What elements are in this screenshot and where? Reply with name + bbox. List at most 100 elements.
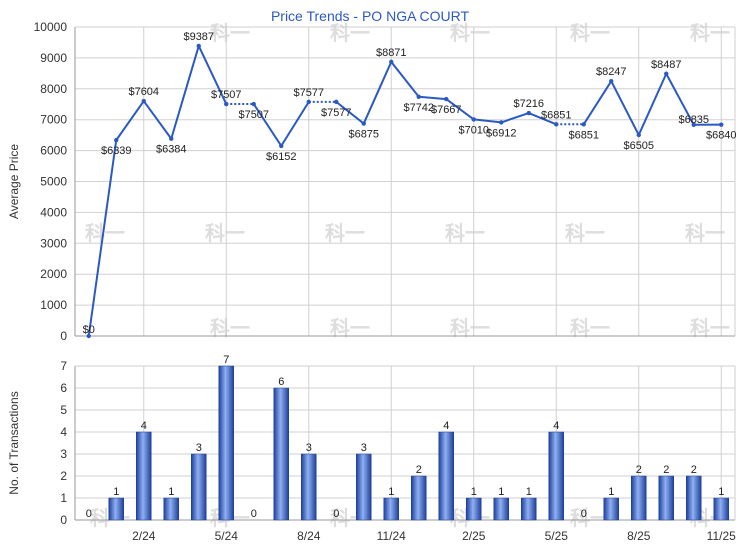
bar-value-label-23: 1 (718, 486, 724, 498)
line-point-11 (389, 60, 393, 64)
line-point-1 (114, 138, 118, 142)
chart-title: Price Trends - PO NGA COURT (271, 8, 470, 24)
bar-2 (136, 432, 151, 520)
line-point-13 (444, 97, 448, 101)
line-point-14 (472, 117, 476, 121)
line-segment-15 (501, 113, 529, 122)
line-data-label-15: $6912 (486, 127, 517, 139)
line-data-label-4: $9387 (183, 31, 214, 43)
line-point-23 (719, 122, 723, 126)
line-data-label-5: $7507 (211, 89, 242, 101)
bar-value-label-22: 2 (691, 464, 697, 476)
bar-xtick-label-2: 8/24 (297, 529, 321, 543)
bar-xtick-label-7: 11/25 (707, 529, 736, 543)
line-data-label-0: $0 (83, 324, 95, 336)
watermark-7: 科一 (325, 221, 365, 245)
line-data-label-11: $8871 (376, 47, 407, 59)
bar-value-label-0: 0 (86, 508, 92, 520)
line-data-label-13: $7667 (431, 104, 462, 116)
line-point-12 (417, 95, 421, 99)
line-data-label-12: $7742 (403, 102, 434, 114)
line-data-label-8: $7577 (293, 87, 324, 99)
line-data-label-19: $8247 (596, 66, 627, 78)
line-point-20 (637, 133, 641, 137)
line-ytick-label-4: 4000 (40, 205, 67, 219)
bar-11 (384, 498, 399, 520)
line-ytick-label-8: 8000 (40, 82, 67, 96)
bar-3 (164, 498, 179, 520)
line-point-8 (307, 100, 311, 104)
line-point-5 (224, 102, 228, 106)
line-ytick-label-0: 0 (60, 329, 67, 343)
line-ytick-label-7: 7000 (40, 113, 67, 127)
watermark-2: 科一 (450, 21, 490, 45)
bar-xtick-label-6: 8/25 (627, 529, 651, 543)
bar-value-label-3: 1 (168, 486, 174, 498)
bar-ytick-label-1: 1 (60, 491, 67, 505)
line-point-19 (609, 79, 613, 83)
bar-4 (191, 454, 206, 520)
line-point-3 (169, 137, 173, 141)
line-data-label-18: $6851 (568, 129, 599, 141)
bar-15 (494, 498, 509, 520)
bar-value-label-13: 4 (443, 420, 449, 432)
bar-value-label-9: 0 (333, 508, 339, 520)
bar-xtick-label-3: 11/24 (377, 529, 406, 543)
line-point-17 (554, 122, 558, 126)
bar-value-label-16: 1 (526, 486, 532, 498)
line-point-18 (582, 122, 586, 126)
bar-ytick-label-3: 3 (60, 447, 67, 461)
line-segment-1 (116, 101, 144, 140)
line-point-4 (197, 44, 201, 48)
bar-10 (356, 454, 371, 520)
line-segment-11 (391, 62, 419, 97)
bar-ytick-label-0: 0 (60, 513, 67, 527)
watermark-10: 科一 (685, 221, 725, 245)
line-ytick-label-5: 5000 (40, 175, 67, 189)
bar-value-label-15: 1 (498, 486, 504, 498)
line-data-label-16: $7216 (513, 98, 544, 110)
bar-value-label-6: 0 (251, 508, 257, 520)
bar-value-label-2: 4 (141, 420, 147, 432)
bar-value-label-20: 2 (636, 464, 642, 476)
bar-23 (714, 498, 729, 520)
line-data-label-17: $6851 (541, 109, 572, 121)
bar-13 (439, 432, 454, 520)
bar-xtick-label-5: 5/25 (545, 529, 569, 543)
line-data-label-14: $7010 (458, 124, 489, 136)
line-segment-20 (639, 74, 667, 135)
bar-value-label-5: 7 (223, 354, 229, 366)
bar-ytick-label-7: 7 (60, 359, 67, 373)
line-ytick-label-2: 2000 (40, 267, 67, 281)
line-point-21 (664, 72, 668, 76)
bar-ytick-label-2: 2 (60, 469, 67, 483)
watermark-4: 科一 (690, 21, 730, 45)
bar-ytick-label-5: 5 (60, 403, 67, 417)
line-segment-10 (364, 62, 392, 124)
line-segment-18 (584, 81, 612, 124)
line-segment-3 (171, 46, 199, 139)
bar-5 (219, 366, 234, 520)
line-ytick-label-6: 6000 (40, 144, 67, 158)
line-data-label-7: $6152 (266, 151, 297, 163)
bar-12 (411, 476, 426, 520)
bar-14 (466, 498, 481, 520)
bar-value-label-7: 6 (278, 376, 284, 388)
watermark-9: 科一 (565, 221, 605, 245)
line-point-15 (499, 120, 503, 124)
line-point-2 (142, 99, 146, 103)
line-data-label-9: $7577 (321, 107, 352, 119)
watermark-1: 科一 (330, 21, 370, 45)
bar-xtick-label-1: 5/24 (215, 529, 239, 543)
line-ytick-label-9: 9000 (40, 51, 67, 65)
bar-20 (631, 476, 646, 520)
line-data-label-22: $6835 (678, 114, 709, 126)
line-data-label-1: $6339 (101, 145, 132, 157)
bar-value-label-17: 4 (553, 420, 559, 432)
bar-22 (686, 476, 701, 520)
line-segment-12 (419, 97, 447, 99)
bar-17 (549, 432, 564, 520)
line-ytick-label-3: 3000 (40, 236, 67, 250)
